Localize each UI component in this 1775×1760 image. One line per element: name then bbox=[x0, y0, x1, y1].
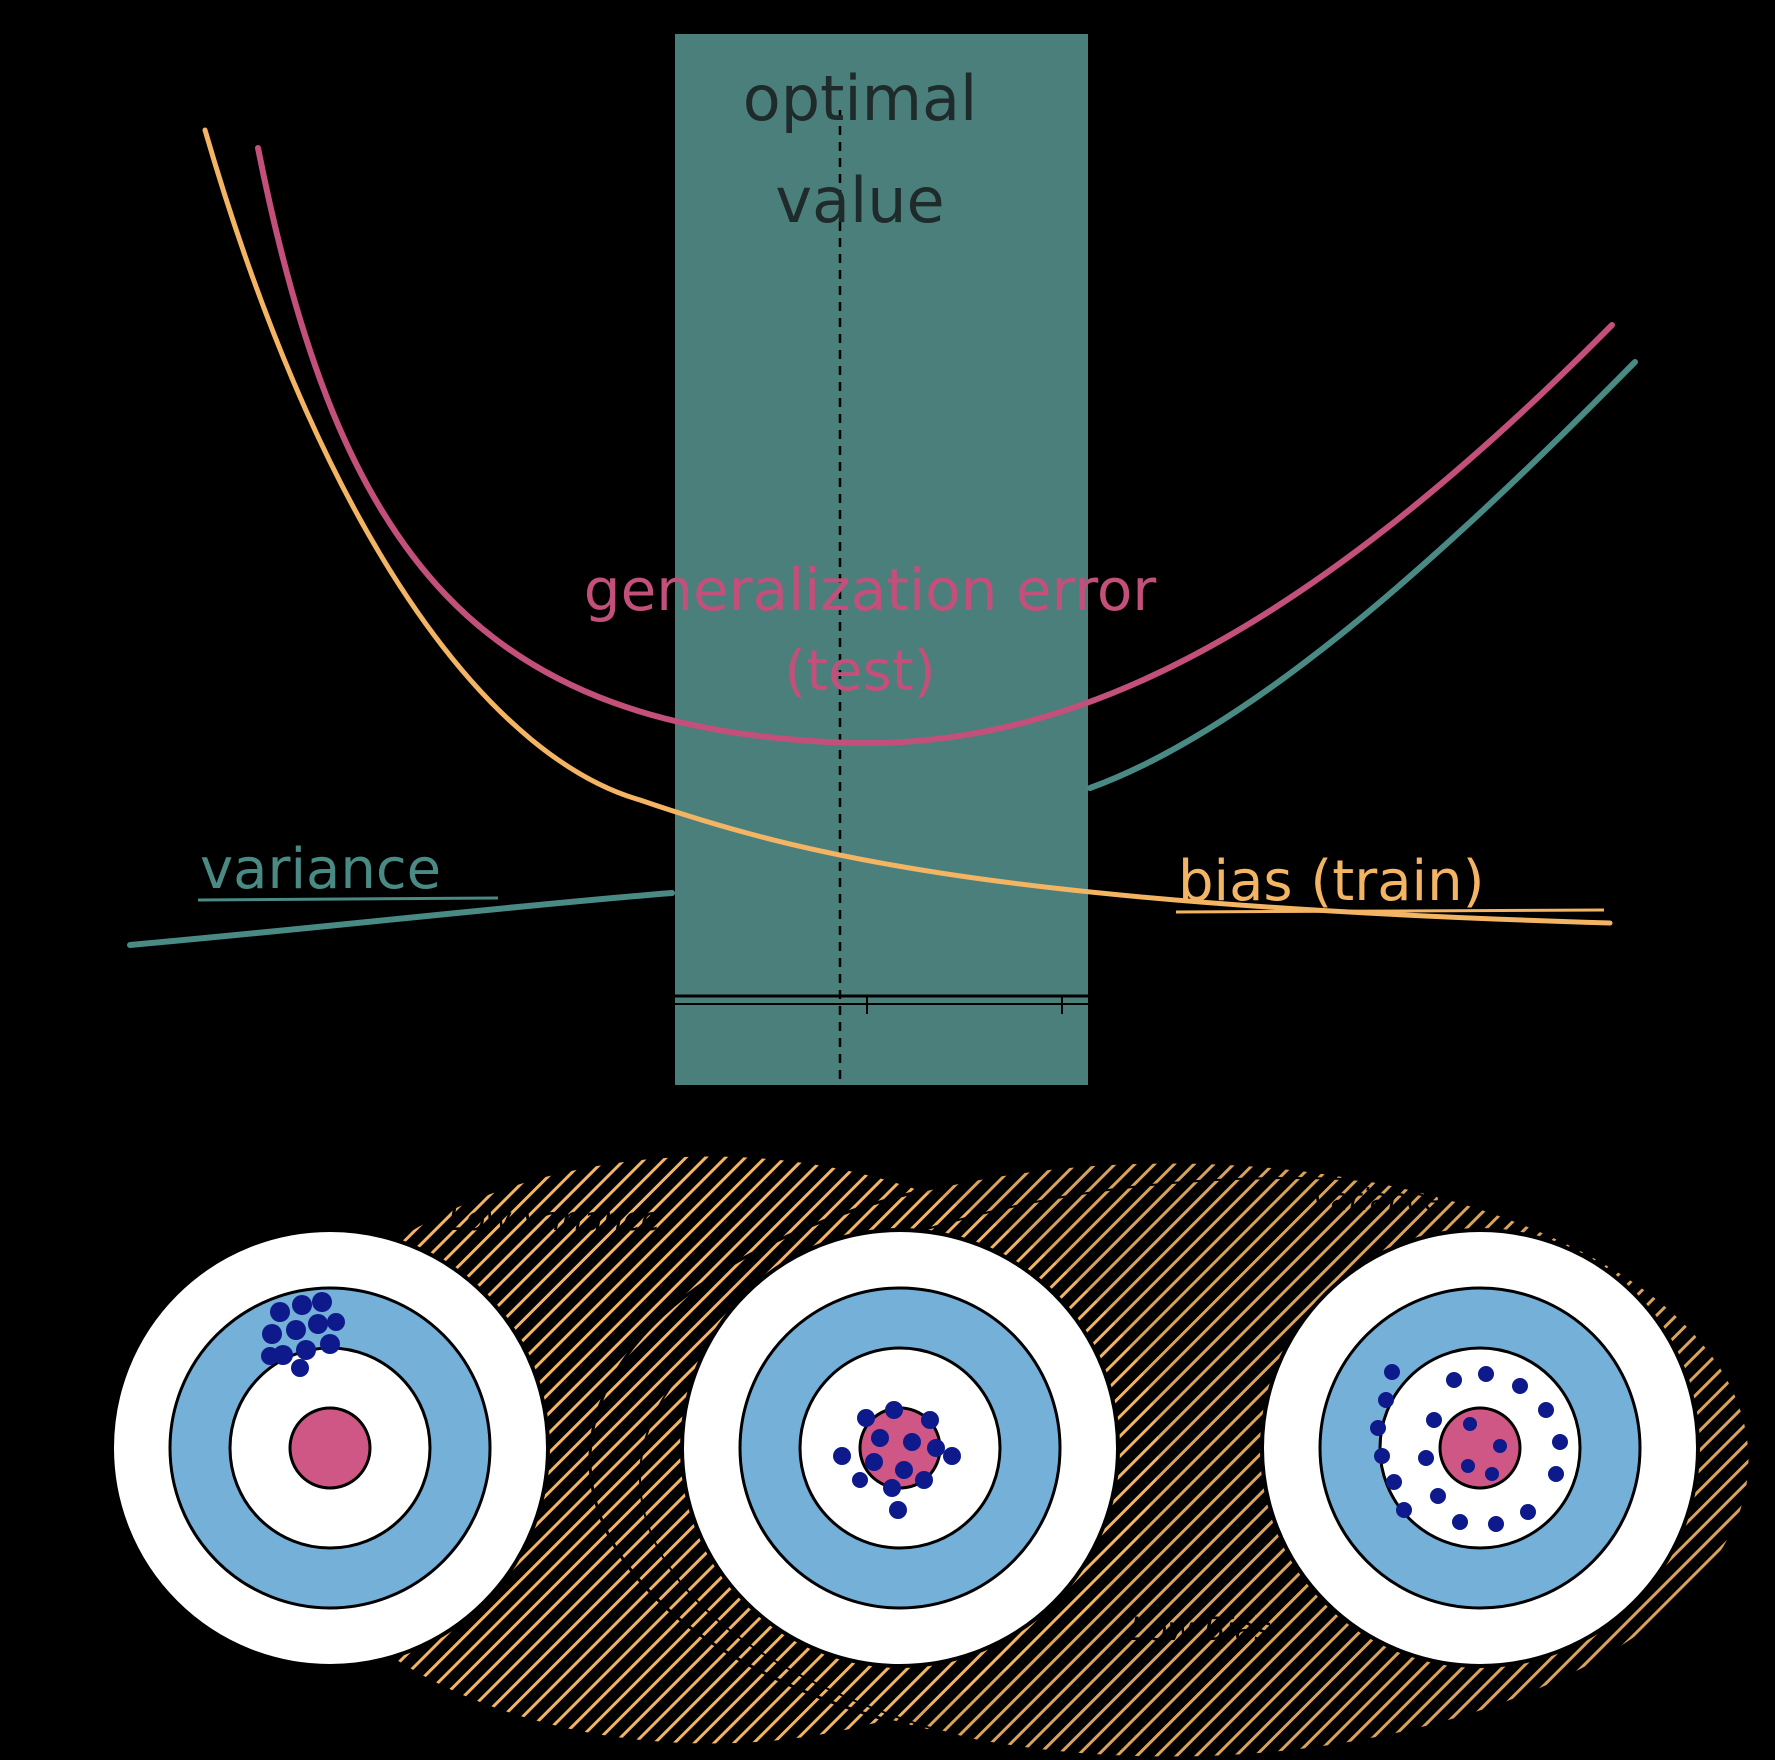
optimal-label-line1: optimal bbox=[743, 62, 977, 135]
dots-cluster bbox=[1370, 1364, 1568, 1532]
dots-cluster bbox=[833, 1401, 961, 1519]
target-icon bbox=[680, 1228, 1120, 1668]
variance-curve-left bbox=[127, 890, 675, 948]
generalization-error-curve bbox=[255, 145, 1615, 747]
bias-label: bias (train) bbox=[1178, 849, 1484, 914]
optimal-value-band bbox=[671, 30, 1092, 1089]
bias-curve bbox=[202, 127, 1613, 926]
low-variance-label: Low Variance bbox=[448, 1200, 660, 1238]
optimal-label-line2: value bbox=[775, 164, 944, 237]
target-icon bbox=[1260, 1228, 1700, 1668]
low-bias-region-inner bbox=[639, 1177, 1775, 1760]
variance-curve-right bbox=[1087, 359, 1638, 791]
generalization-test-label: (test) bbox=[784, 639, 935, 704]
bias-small-label: Bias bbox=[362, 1681, 425, 1716]
variance-label: variance bbox=[200, 837, 441, 902]
generalization-error-label: generalization error bbox=[584, 556, 1157, 624]
target-icon bbox=[110, 1228, 550, 1668]
low-bias-label: Low Bias bbox=[1130, 1610, 1271, 1648]
dots-cluster bbox=[261, 1292, 345, 1377]
bias-label-underline bbox=[1175, 908, 1605, 914]
variance-label-underline bbox=[197, 896, 499, 902]
variance-small-label: Variance bbox=[1312, 1183, 1442, 1218]
